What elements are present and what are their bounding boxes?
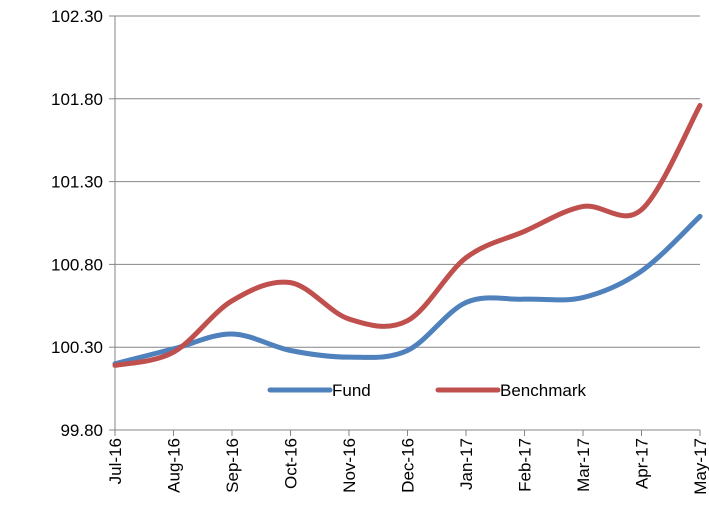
x-tick-label: Dec-16 — [399, 438, 418, 493]
x-tick-label: Sep-16 — [223, 438, 242, 493]
y-tick-label: 101.80 — [51, 90, 103, 109]
x-tick-label: Mar-17 — [574, 438, 593, 492]
line — [112, 213, 703, 367]
x-tick-label: Jan-17 — [457, 438, 476, 490]
x-tick-label: Apr-17 — [633, 438, 652, 489]
x-tick-label: Aug-16 — [165, 438, 184, 493]
y-tick-label: 99.80 — [60, 421, 103, 440]
line — [112, 102, 703, 368]
y-tick-label: 101.30 — [51, 173, 103, 192]
y-tick-label: 100.30 — [51, 338, 103, 357]
x-tick-label: Jul-16 — [106, 438, 125, 484]
x-tick-label: Nov-16 — [340, 438, 359, 493]
legend-label: Benchmark — [500, 381, 586, 400]
y-tick-label: 100.80 — [51, 255, 103, 274]
x-tick-label: Feb-17 — [516, 438, 535, 492]
y-tick-label: 102.30 — [51, 7, 103, 26]
x-tick-label: May-17 — [691, 438, 709, 495]
x-tick-label: Oct-16 — [282, 438, 301, 489]
legend-label: Fund — [332, 381, 371, 400]
